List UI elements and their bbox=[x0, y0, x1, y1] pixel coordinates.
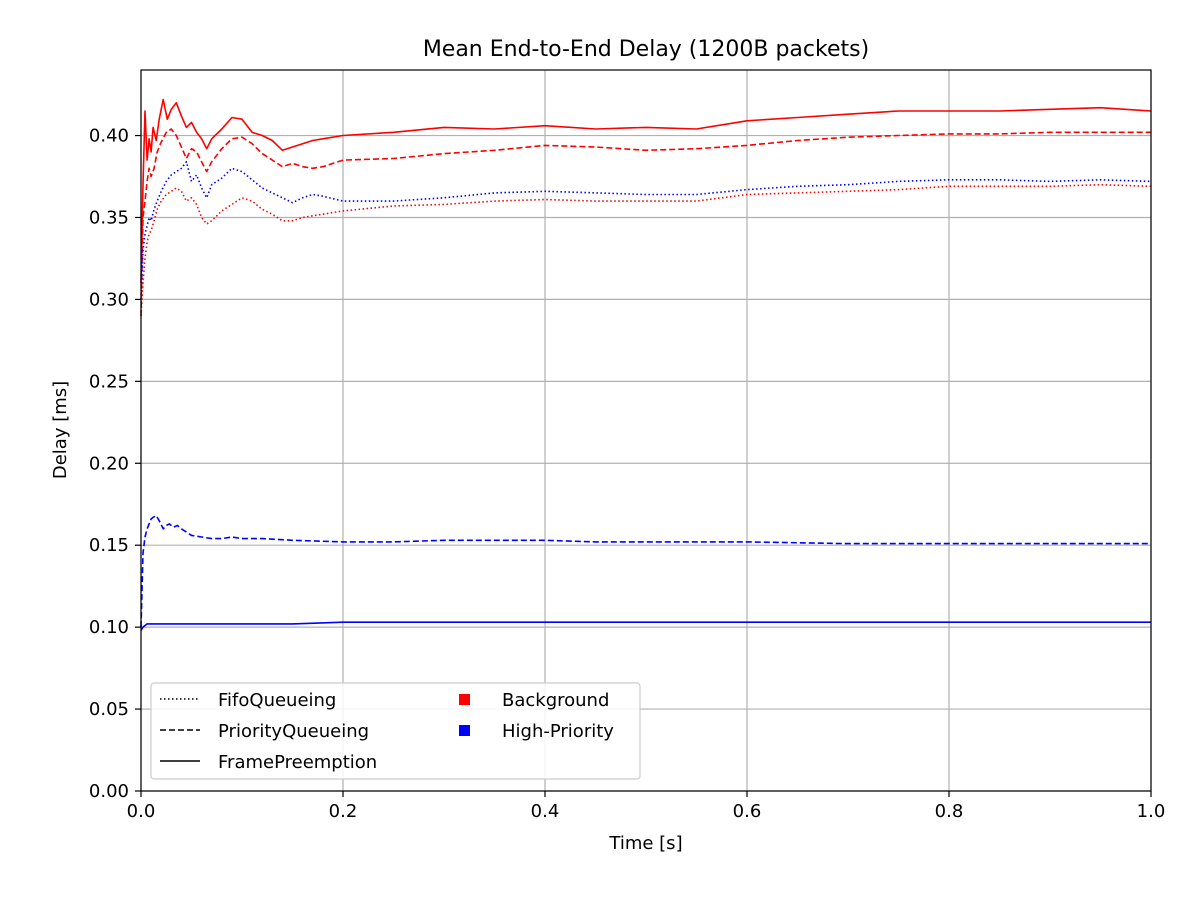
y-tick-label: 0.15 bbox=[89, 535, 129, 556]
series-group bbox=[140, 98, 1152, 631]
series-line-framepreemption-high-priority bbox=[140, 621, 1151, 631]
x-tick-label: 0.2 bbox=[329, 801, 358, 822]
legend-label-fifo: FifoQueueing bbox=[218, 690, 336, 711]
y-axis-label: Delay [ms] bbox=[50, 381, 71, 479]
y-tick-label: 0.30 bbox=[89, 289, 129, 310]
y-tick-label: 0.35 bbox=[89, 207, 129, 228]
legend-label-preemption: FramePreemption bbox=[218, 752, 377, 773]
y-tick-label: 0.20 bbox=[89, 453, 129, 474]
legend-label-high-priority: High-Priority bbox=[502, 721, 614, 742]
series-line-framepreemption-background bbox=[140, 98, 1152, 284]
legend-box bbox=[150, 682, 641, 780]
ticks: 0.0 0.2 0.4 0.6 0.8 1.0 0.00 0.05 0.10 0.15 0.20 0.… bbox=[89, 126, 1165, 822]
x-tick-label: 1.0 bbox=[1137, 801, 1166, 822]
x-axis-label: Time [s] bbox=[608, 833, 682, 854]
legend-label-priority: PriorityQueueing bbox=[218, 721, 369, 742]
legend-swatch-background bbox=[459, 694, 470, 705]
series-line-priorityqueueing-high-priority bbox=[140, 514, 1151, 628]
y-tick-label: 0.05 bbox=[89, 699, 129, 720]
y-tick-label: 0.10 bbox=[89, 617, 129, 638]
x-tick-label: 0.8 bbox=[935, 801, 964, 822]
chart-title: Mean End-to-End Delay (1200B packets) bbox=[423, 37, 869, 62]
y-tick-label: 0.40 bbox=[89, 126, 129, 147]
legend-label-background: Background bbox=[502, 690, 609, 711]
x-tick-label: 0.6 bbox=[733, 801, 762, 822]
y-tick-label: 0.00 bbox=[89, 781, 129, 802]
legend: FifoQueueing PriorityQueueing FramePreem… bbox=[150, 682, 641, 780]
y-tick-label: 0.25 bbox=[89, 371, 129, 392]
legend-swatch-high-priority bbox=[459, 725, 470, 736]
x-tick-label: 0.0 bbox=[127, 801, 156, 822]
x-tick-label: 0.4 bbox=[531, 801, 560, 822]
plot-frame bbox=[140, 69, 1152, 792]
series-line-priorityqueueing-background bbox=[140, 128, 1151, 316]
